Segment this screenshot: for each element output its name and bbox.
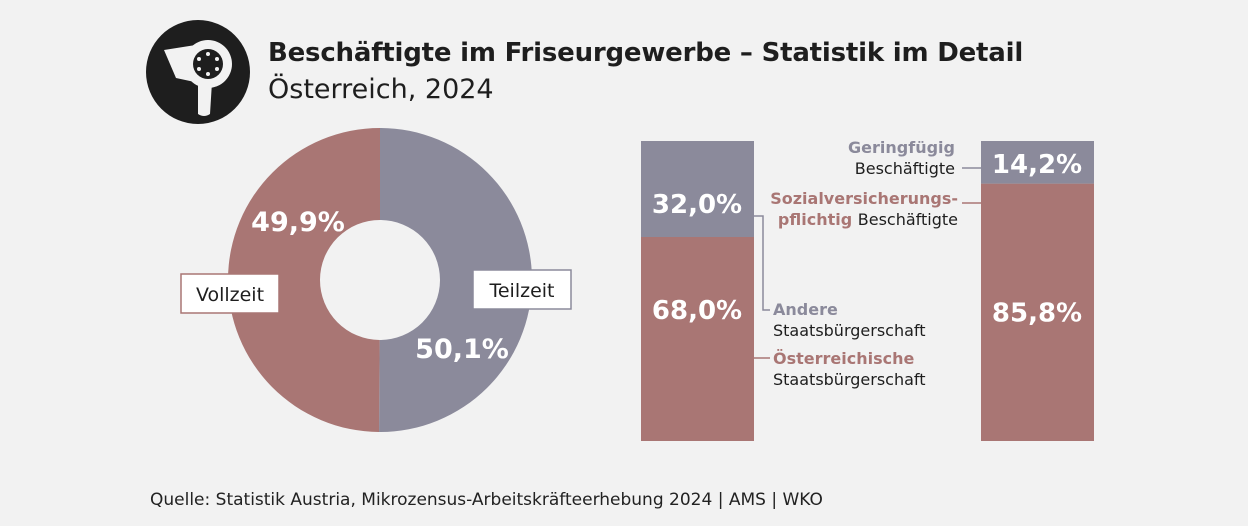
annotation-label: Österreichische (773, 349, 915, 368)
annotation-label: Staatsbürgerschaft (773, 370, 926, 389)
citizenship-bar-segment (641, 141, 754, 237)
employment-bar-segment (981, 183, 1094, 441)
bar-value-label: 68,0% (652, 296, 742, 326)
annotation-label-part: Beschäftigte (858, 210, 958, 229)
bar-value-label: 32,0% (652, 190, 742, 220)
category-label: Teilzeit (488, 280, 554, 302)
donut-slice-teilzeit (379, 128, 532, 432)
citizenship-bar-segment (641, 237, 754, 441)
source-note: Quelle: Statistik Austria, Mikrozensus-A… (150, 490, 823, 510)
annotation-label-part: pflichtig (778, 210, 858, 229)
donut-value-label: 49,9% (251, 207, 345, 238)
donut-slice-vollzeit (227, 127, 380, 432)
annotation-label: pflichtig Beschäftigte (778, 210, 958, 229)
donut-value-label: 50,1% (415, 334, 509, 365)
bar-value-label: 85,8% (992, 299, 1082, 329)
page-title: Beschäftigte im Friseurgewerbe – Statist… (268, 38, 1024, 68)
legend-box-vollzeit (180, 273, 280, 314)
bar-value-label: 14,2% (992, 150, 1082, 180)
employment-bar-segment (981, 141, 1094, 184)
annotation-label: Andere (773, 300, 838, 319)
annotation-label: Staatsbürgerschaft (773, 321, 926, 340)
category-label: Vollzeit (196, 284, 264, 306)
annotation-connector (754, 215, 770, 311)
legend-box-teilzeit (472, 269, 572, 310)
page-subtitle: Österreich, 2024 (268, 74, 494, 105)
hair-dryer-icon (146, 20, 250, 124)
annotation-label: Geringfügig (848, 138, 955, 157)
annotation-label: Beschäftigte (855, 159, 955, 178)
annotation-label: Sozialversicherungs- (770, 189, 958, 208)
